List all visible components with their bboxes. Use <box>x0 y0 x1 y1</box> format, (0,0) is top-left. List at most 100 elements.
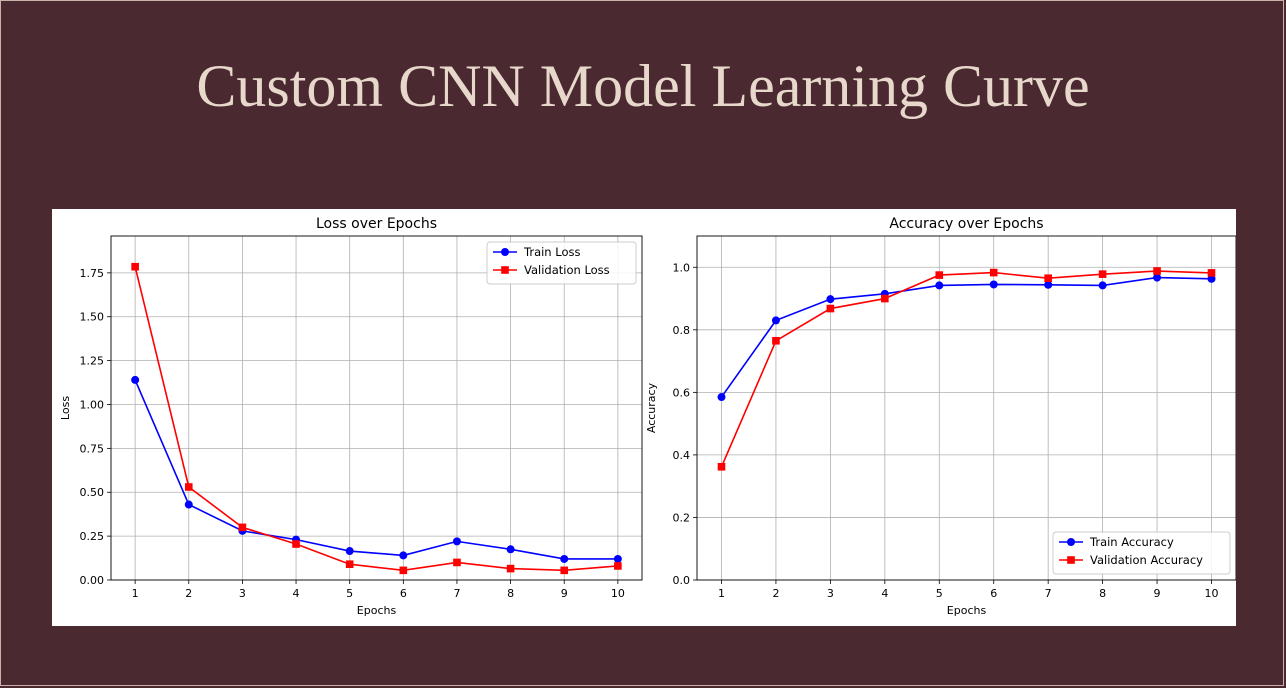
x-tick-label: 1 <box>718 587 725 600</box>
y-tick-label: 0.0 <box>673 574 691 587</box>
data-point <box>399 551 408 560</box>
data-point <box>1207 269 1216 277</box>
data-point <box>1098 281 1107 290</box>
series-line <box>134 266 618 572</box>
x-tick-label: 10 <box>611 587 625 600</box>
data-point <box>717 393 726 402</box>
data-point <box>131 262 139 271</box>
chart-1: Loss over Epochs 1 2 3 4 5 6 7 8 9 10 0.00 0.25 0.50 0… <box>59 216 643 617</box>
data-point <box>238 523 247 532</box>
data-point <box>826 304 835 313</box>
y-tick-label: 1.25 <box>80 355 105 368</box>
y-tick-label: 0.75 <box>80 442 105 455</box>
x-tick-label: 8 <box>1099 587 1106 600</box>
slide-title: Custom CNN Model Learning Curve <box>196 53 1090 119</box>
series-train-loss <box>131 375 622 563</box>
data-point <box>560 566 569 575</box>
series-validation-loss <box>131 262 622 575</box>
legend: Train Accuracy Validation Accuracy <box>1052 531 1231 575</box>
data-point <box>717 462 726 471</box>
data-point <box>452 537 461 546</box>
data-point <box>184 500 193 509</box>
data-point <box>613 554 622 563</box>
legend-label: Train Accuracy <box>1089 535 1174 549</box>
x-tick-label: 3 <box>239 587 246 600</box>
legend-marker <box>1067 556 1075 564</box>
x-tick-label: 7 <box>1045 587 1052 600</box>
y-tick-label: 0.50 <box>80 486 105 499</box>
learning-curve-figure: Loss over Epochs 1 2 3 4 5 6 7 8 9 10 0.00 0.25 0.50 0… <box>52 209 1236 626</box>
x-tick-label: 6 <box>400 587 407 600</box>
x-axis-label: Epochs <box>357 604 397 617</box>
data-point <box>1044 274 1052 283</box>
y-axis-label: Loss <box>59 396 72 420</box>
y-tick-label: 1.50 <box>80 311 105 324</box>
chart-title: Loss over Epochs <box>316 216 437 232</box>
legend: Train Loss Validation Loss <box>486 241 637 285</box>
x-tick-label: 4 <box>293 587 300 600</box>
data-point <box>989 268 998 277</box>
data-point <box>292 540 300 548</box>
data-point <box>1044 280 1053 289</box>
series-validation-accuracy <box>717 267 1216 471</box>
x-tick-label: 8 <box>507 587 514 600</box>
data-point <box>1153 273 1162 282</box>
legend-box <box>486 241 637 285</box>
data-point <box>560 554 569 563</box>
data-point <box>345 560 354 569</box>
y-tick-label: 1.75 <box>80 267 105 280</box>
y-tick-label: 0.00 <box>80 574 105 587</box>
legend-label: Train Loss <box>523 245 580 259</box>
x-tick-label: 4 <box>881 587 888 600</box>
series-train-accuracy <box>717 273 1216 402</box>
x-tick-label: 9 <box>561 587 568 600</box>
data-point <box>771 316 780 325</box>
legend-label: Validation Loss <box>524 263 610 277</box>
data-point <box>345 547 354 556</box>
y-tick-label: 0.25 <box>80 530 105 543</box>
data-point <box>935 281 944 290</box>
y-tick-label: 1.0 <box>673 261 691 274</box>
y-tick-label: 0.4 <box>673 449 691 462</box>
y-tick-label: 1.00 <box>80 398 105 411</box>
series-line <box>720 276 1212 398</box>
legend-marker <box>501 266 509 274</box>
x-axis-label: Epochs <box>947 604 987 617</box>
x-tick-label: 2 <box>185 587 192 600</box>
data-point <box>506 545 515 554</box>
legend-marker <box>501 248 509 256</box>
data-point <box>399 566 408 575</box>
x-tick-label: 6 <box>990 587 997 600</box>
data-point <box>184 483 193 491</box>
legend-marker <box>1067 538 1075 546</box>
x-tick-label: 7 <box>453 587 460 600</box>
x-tick-label: 3 <box>827 587 834 600</box>
data-point <box>989 280 998 289</box>
y-axis-label: Accuracy <box>645 382 658 433</box>
x-tick-label: 10 <box>1205 587 1219 600</box>
y-tick-label: 0.2 <box>673 511 691 524</box>
x-tick-label: 5 <box>936 587 943 600</box>
data-point <box>1207 274 1216 283</box>
x-tick-label: 5 <box>346 587 353 600</box>
chart-2: Accuracy over Epochs 1 2 3 4 5 6 7 8 9 10 0.0 0.2 0.4… <box>645 216 1236 617</box>
plot-frame <box>110 235 643 581</box>
y-tick-label: 0.6 <box>673 386 691 399</box>
legend-label: Validation Accuracy <box>1090 553 1203 567</box>
x-tick-label: 2 <box>772 587 779 600</box>
series-line <box>134 379 618 560</box>
x-tick-label: 1 <box>132 587 139 600</box>
data-point <box>506 564 515 573</box>
data-point <box>453 558 461 567</box>
x-tick-label: 9 <box>1154 587 1161 600</box>
series-line <box>720 270 1212 468</box>
chart-title: Accuracy over Epochs <box>889 216 1043 232</box>
data-point <box>935 271 944 279</box>
data-point <box>881 294 889 303</box>
data-point <box>1153 267 1161 275</box>
data-point <box>614 562 622 570</box>
data-point <box>826 295 835 304</box>
y-tick-label: 0.8 <box>673 324 691 337</box>
data-point <box>1098 270 1107 278</box>
